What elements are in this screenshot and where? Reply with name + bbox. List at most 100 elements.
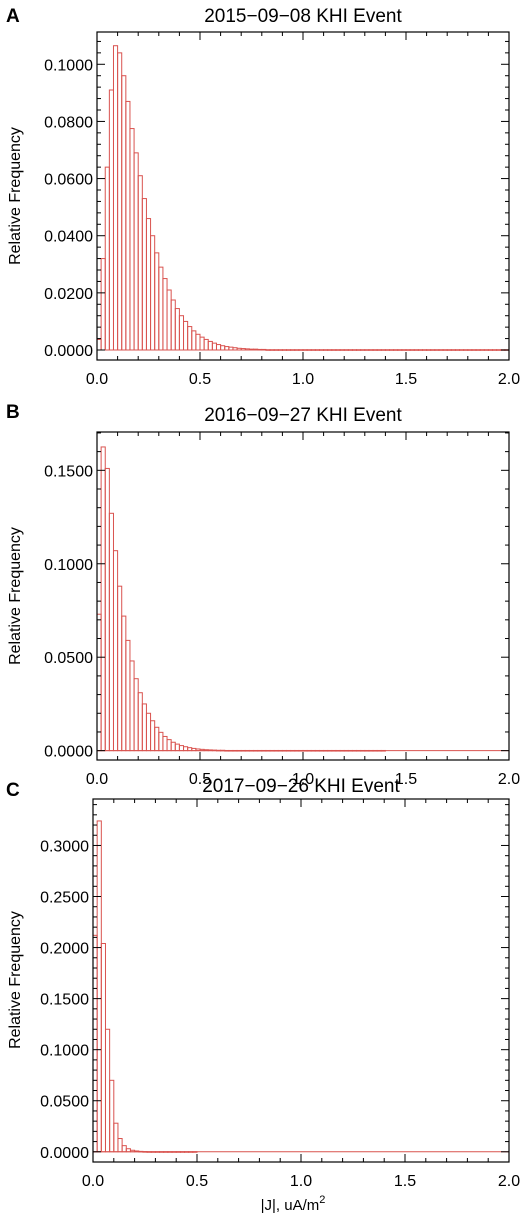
bar <box>104 166 110 351</box>
x-tick-label: 1.0 <box>290 1173 312 1190</box>
y-axis-label: Relative Frequency <box>7 527 24 665</box>
bar <box>191 330 197 351</box>
x-tick-label: 0.0 <box>82 1173 104 1190</box>
y-tick-label: 0.1000 <box>44 57 93 74</box>
y-tick-label: 0.0200 <box>44 286 93 303</box>
bar <box>145 712 152 752</box>
x-tick-label: 2.0 <box>498 771 520 788</box>
bar <box>137 175 143 351</box>
bar <box>129 660 135 752</box>
bar <box>117 1138 123 1153</box>
chart-panel-c: 0.0 0.5 1.0 1.5 2.0 0.0000 0.0500 0.1000 0.1500 0… <box>6 776 520 1214</box>
y-tick-label: 0.2500 <box>40 890 89 907</box>
x-tick-label: 1.5 <box>394 1173 416 1190</box>
bar <box>121 615 127 752</box>
bar <box>170 299 176 351</box>
y-tick-label: 0.3000 <box>40 838 89 855</box>
bar <box>141 198 147 351</box>
bar <box>100 942 106 1153</box>
chart-title: 2017−09−26 KHI Event <box>202 776 400 797</box>
bar <box>121 1145 127 1153</box>
bar <box>125 100 131 351</box>
bars <box>92 820 198 1153</box>
bar <box>112 550 119 752</box>
bar <box>215 344 222 351</box>
x-tick-label: 1.5 <box>395 771 417 788</box>
x-tick-label: 1.0 <box>292 771 314 788</box>
y-tick-label: 0.0000 <box>40 1145 89 1162</box>
x-axis-label: |J|, uA/m2 <box>261 1194 326 1214</box>
bar <box>178 315 185 351</box>
bar <box>150 720 156 752</box>
x-tick-label: 2.0 <box>498 371 520 388</box>
y-axis-label: Relative Frequency <box>7 911 24 1049</box>
bar <box>104 467 110 752</box>
bar <box>154 726 160 752</box>
bar <box>174 308 180 351</box>
bar <box>137 692 143 752</box>
y-tick-label: 0.0500 <box>40 1094 89 1111</box>
bar <box>113 1122 119 1153</box>
x-tick-label: 0.5 <box>186 1173 208 1190</box>
x-tick-label: 2.0 <box>498 1173 520 1190</box>
bar <box>104 1028 111 1153</box>
chart-title: 2016−09−27 KHI Event <box>204 405 402 426</box>
x-tick-label: 1.5 <box>395 371 417 388</box>
bar <box>162 278 168 351</box>
bar <box>207 340 213 351</box>
chart-title: 2015−09−08 KHI Event <box>204 6 402 27</box>
y-tick-label: 0.0500 <box>44 650 93 667</box>
bar <box>96 613 102 752</box>
y-tick-label: 0.1500 <box>40 992 89 1009</box>
bar <box>125 639 131 752</box>
panel-letter: B <box>6 402 20 423</box>
bar <box>211 342 217 351</box>
x-tick-label: 0.5 <box>189 371 211 388</box>
bar <box>150 235 156 351</box>
bar <box>100 446 106 752</box>
bar <box>145 218 152 351</box>
bar <box>133 678 139 752</box>
bar <box>129 128 135 351</box>
y-tick-label: 0.0400 <box>44 229 93 246</box>
y-tick-label: 0.1000 <box>44 557 93 574</box>
bar <box>174 743 180 752</box>
bar <box>166 289 172 351</box>
bar <box>187 326 193 351</box>
bar <box>158 266 164 351</box>
bar <box>117 585 123 752</box>
bar <box>162 735 168 752</box>
y-tick-label: 0.2000 <box>40 941 89 958</box>
bar <box>183 320 189 351</box>
bar <box>96 338 102 351</box>
bar <box>199 336 205 351</box>
bar <box>158 731 164 752</box>
x-tick-label: 0.0 <box>86 371 108 388</box>
bars <box>96 446 386 752</box>
bar <box>96 820 102 1153</box>
bar <box>170 741 176 752</box>
panel-letter: C <box>6 780 20 801</box>
y-tick-label: 0.0000 <box>44 343 93 360</box>
bar <box>141 703 147 752</box>
x-tick-label: 0.0 <box>86 771 108 788</box>
panel-letter: A <box>6 6 20 27</box>
y-tick-label: 0.1000 <box>40 1043 89 1060</box>
y-tick-label: 0.0000 <box>44 744 93 761</box>
bar <box>117 52 123 351</box>
y-axis-label: Relative Frequency <box>7 127 24 265</box>
bar <box>121 75 127 351</box>
chart-panel-a: 0.0 0.5 1.0 1.5 2.0 0.0000 0.0200 0.0400 0.0600 0… <box>6 6 520 388</box>
chart-panel-b: 0.0 0.5 1.0 1.5 2.0 0.0000 0.0500 0.1000 0.1500 B… <box>6 402 520 788</box>
bar <box>203 338 209 351</box>
bars <box>96 45 510 351</box>
bar <box>178 745 185 752</box>
bar <box>154 252 160 351</box>
bar <box>109 1079 115 1153</box>
y-tick-label: 0.0600 <box>44 172 93 189</box>
bar <box>195 333 201 351</box>
bar <box>220 345 226 351</box>
bar <box>100 258 106 351</box>
bar <box>183 746 189 752</box>
